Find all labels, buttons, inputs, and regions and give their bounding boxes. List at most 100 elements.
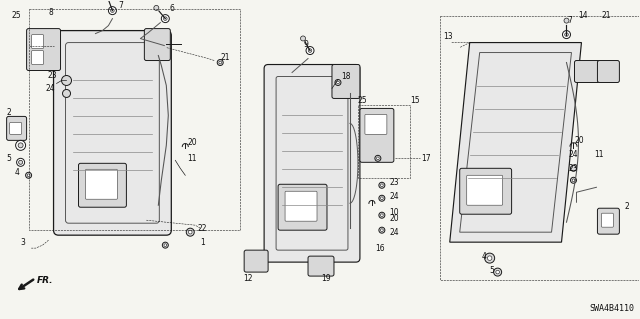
Text: 24: 24 <box>569 150 579 159</box>
Text: 21: 21 <box>220 53 230 62</box>
Circle shape <box>379 227 385 233</box>
Text: 4: 4 <box>481 252 486 261</box>
Text: 1: 1 <box>200 238 205 247</box>
Circle shape <box>108 7 116 15</box>
Circle shape <box>154 5 159 11</box>
Circle shape <box>379 195 385 201</box>
Circle shape <box>17 158 24 166</box>
Circle shape <box>301 36 305 41</box>
FancyBboxPatch shape <box>285 191 317 221</box>
FancyBboxPatch shape <box>332 64 360 99</box>
FancyBboxPatch shape <box>597 208 620 234</box>
Circle shape <box>26 172 31 178</box>
Text: 19: 19 <box>321 274 331 283</box>
Circle shape <box>381 197 383 200</box>
FancyBboxPatch shape <box>467 175 502 205</box>
Circle shape <box>217 60 223 65</box>
Circle shape <box>308 49 312 52</box>
FancyBboxPatch shape <box>360 108 394 162</box>
Circle shape <box>488 256 492 260</box>
FancyBboxPatch shape <box>575 61 600 83</box>
FancyBboxPatch shape <box>54 31 172 235</box>
Polygon shape <box>450 42 582 242</box>
Circle shape <box>219 61 221 64</box>
Text: 23: 23 <box>48 71 58 80</box>
Circle shape <box>164 244 166 247</box>
FancyBboxPatch shape <box>597 61 620 83</box>
FancyBboxPatch shape <box>602 213 613 227</box>
Circle shape <box>572 179 575 182</box>
Text: 25: 25 <box>357 96 367 105</box>
Circle shape <box>306 47 314 55</box>
FancyBboxPatch shape <box>145 29 170 61</box>
Circle shape <box>376 157 380 160</box>
Text: 15: 15 <box>410 96 420 105</box>
Text: 9: 9 <box>303 40 308 49</box>
FancyBboxPatch shape <box>31 34 44 48</box>
Circle shape <box>381 229 383 232</box>
FancyBboxPatch shape <box>308 256 334 276</box>
Text: 11: 11 <box>188 154 197 163</box>
Text: 7: 7 <box>567 16 572 25</box>
Circle shape <box>254 258 259 262</box>
Circle shape <box>161 15 170 23</box>
Circle shape <box>337 81 339 84</box>
Circle shape <box>379 182 385 188</box>
Text: 24: 24 <box>45 84 56 93</box>
Text: SWA4B4110: SWA4B4110 <box>589 303 634 313</box>
Text: 18: 18 <box>341 72 351 81</box>
Circle shape <box>315 261 325 271</box>
Circle shape <box>375 155 381 161</box>
Text: 24: 24 <box>389 192 399 201</box>
FancyBboxPatch shape <box>264 64 360 262</box>
Text: 3: 3 <box>20 238 25 247</box>
Text: 13: 13 <box>443 32 452 41</box>
FancyBboxPatch shape <box>6 116 27 140</box>
FancyBboxPatch shape <box>460 168 511 214</box>
Text: 16: 16 <box>375 244 385 253</box>
Circle shape <box>19 160 22 164</box>
FancyBboxPatch shape <box>79 163 126 207</box>
Circle shape <box>381 214 383 217</box>
Circle shape <box>496 270 499 274</box>
Text: FR.: FR. <box>36 276 53 285</box>
Circle shape <box>335 79 341 85</box>
Text: 14: 14 <box>579 11 588 20</box>
Circle shape <box>61 76 72 85</box>
Circle shape <box>381 184 383 187</box>
Text: 10: 10 <box>389 208 399 217</box>
Circle shape <box>564 33 568 36</box>
Circle shape <box>28 174 30 177</box>
Text: 7: 7 <box>118 1 123 10</box>
Text: 11: 11 <box>595 150 604 159</box>
Circle shape <box>188 230 192 234</box>
Text: 12: 12 <box>243 274 253 283</box>
Text: 23: 23 <box>389 178 399 187</box>
Text: 20: 20 <box>575 136 584 145</box>
FancyBboxPatch shape <box>31 50 44 64</box>
Text: 20: 20 <box>188 138 197 147</box>
Circle shape <box>484 253 495 263</box>
Text: 17: 17 <box>421 154 431 163</box>
Circle shape <box>317 264 323 268</box>
Circle shape <box>186 228 195 236</box>
Circle shape <box>251 255 261 265</box>
Text: 20: 20 <box>389 214 399 223</box>
Circle shape <box>493 268 502 276</box>
Text: 5: 5 <box>6 154 11 163</box>
FancyBboxPatch shape <box>365 115 387 134</box>
Text: 5: 5 <box>489 266 494 275</box>
Circle shape <box>563 31 570 39</box>
Circle shape <box>570 165 577 171</box>
FancyBboxPatch shape <box>244 250 268 272</box>
Text: 4: 4 <box>14 168 19 177</box>
Text: 6: 6 <box>170 4 175 13</box>
Circle shape <box>570 177 577 183</box>
Text: 2: 2 <box>6 108 11 117</box>
Text: 8: 8 <box>48 8 53 17</box>
Circle shape <box>163 242 168 248</box>
Text: 22: 22 <box>198 224 207 233</box>
Circle shape <box>163 17 167 20</box>
FancyBboxPatch shape <box>27 29 61 70</box>
Circle shape <box>18 143 23 148</box>
